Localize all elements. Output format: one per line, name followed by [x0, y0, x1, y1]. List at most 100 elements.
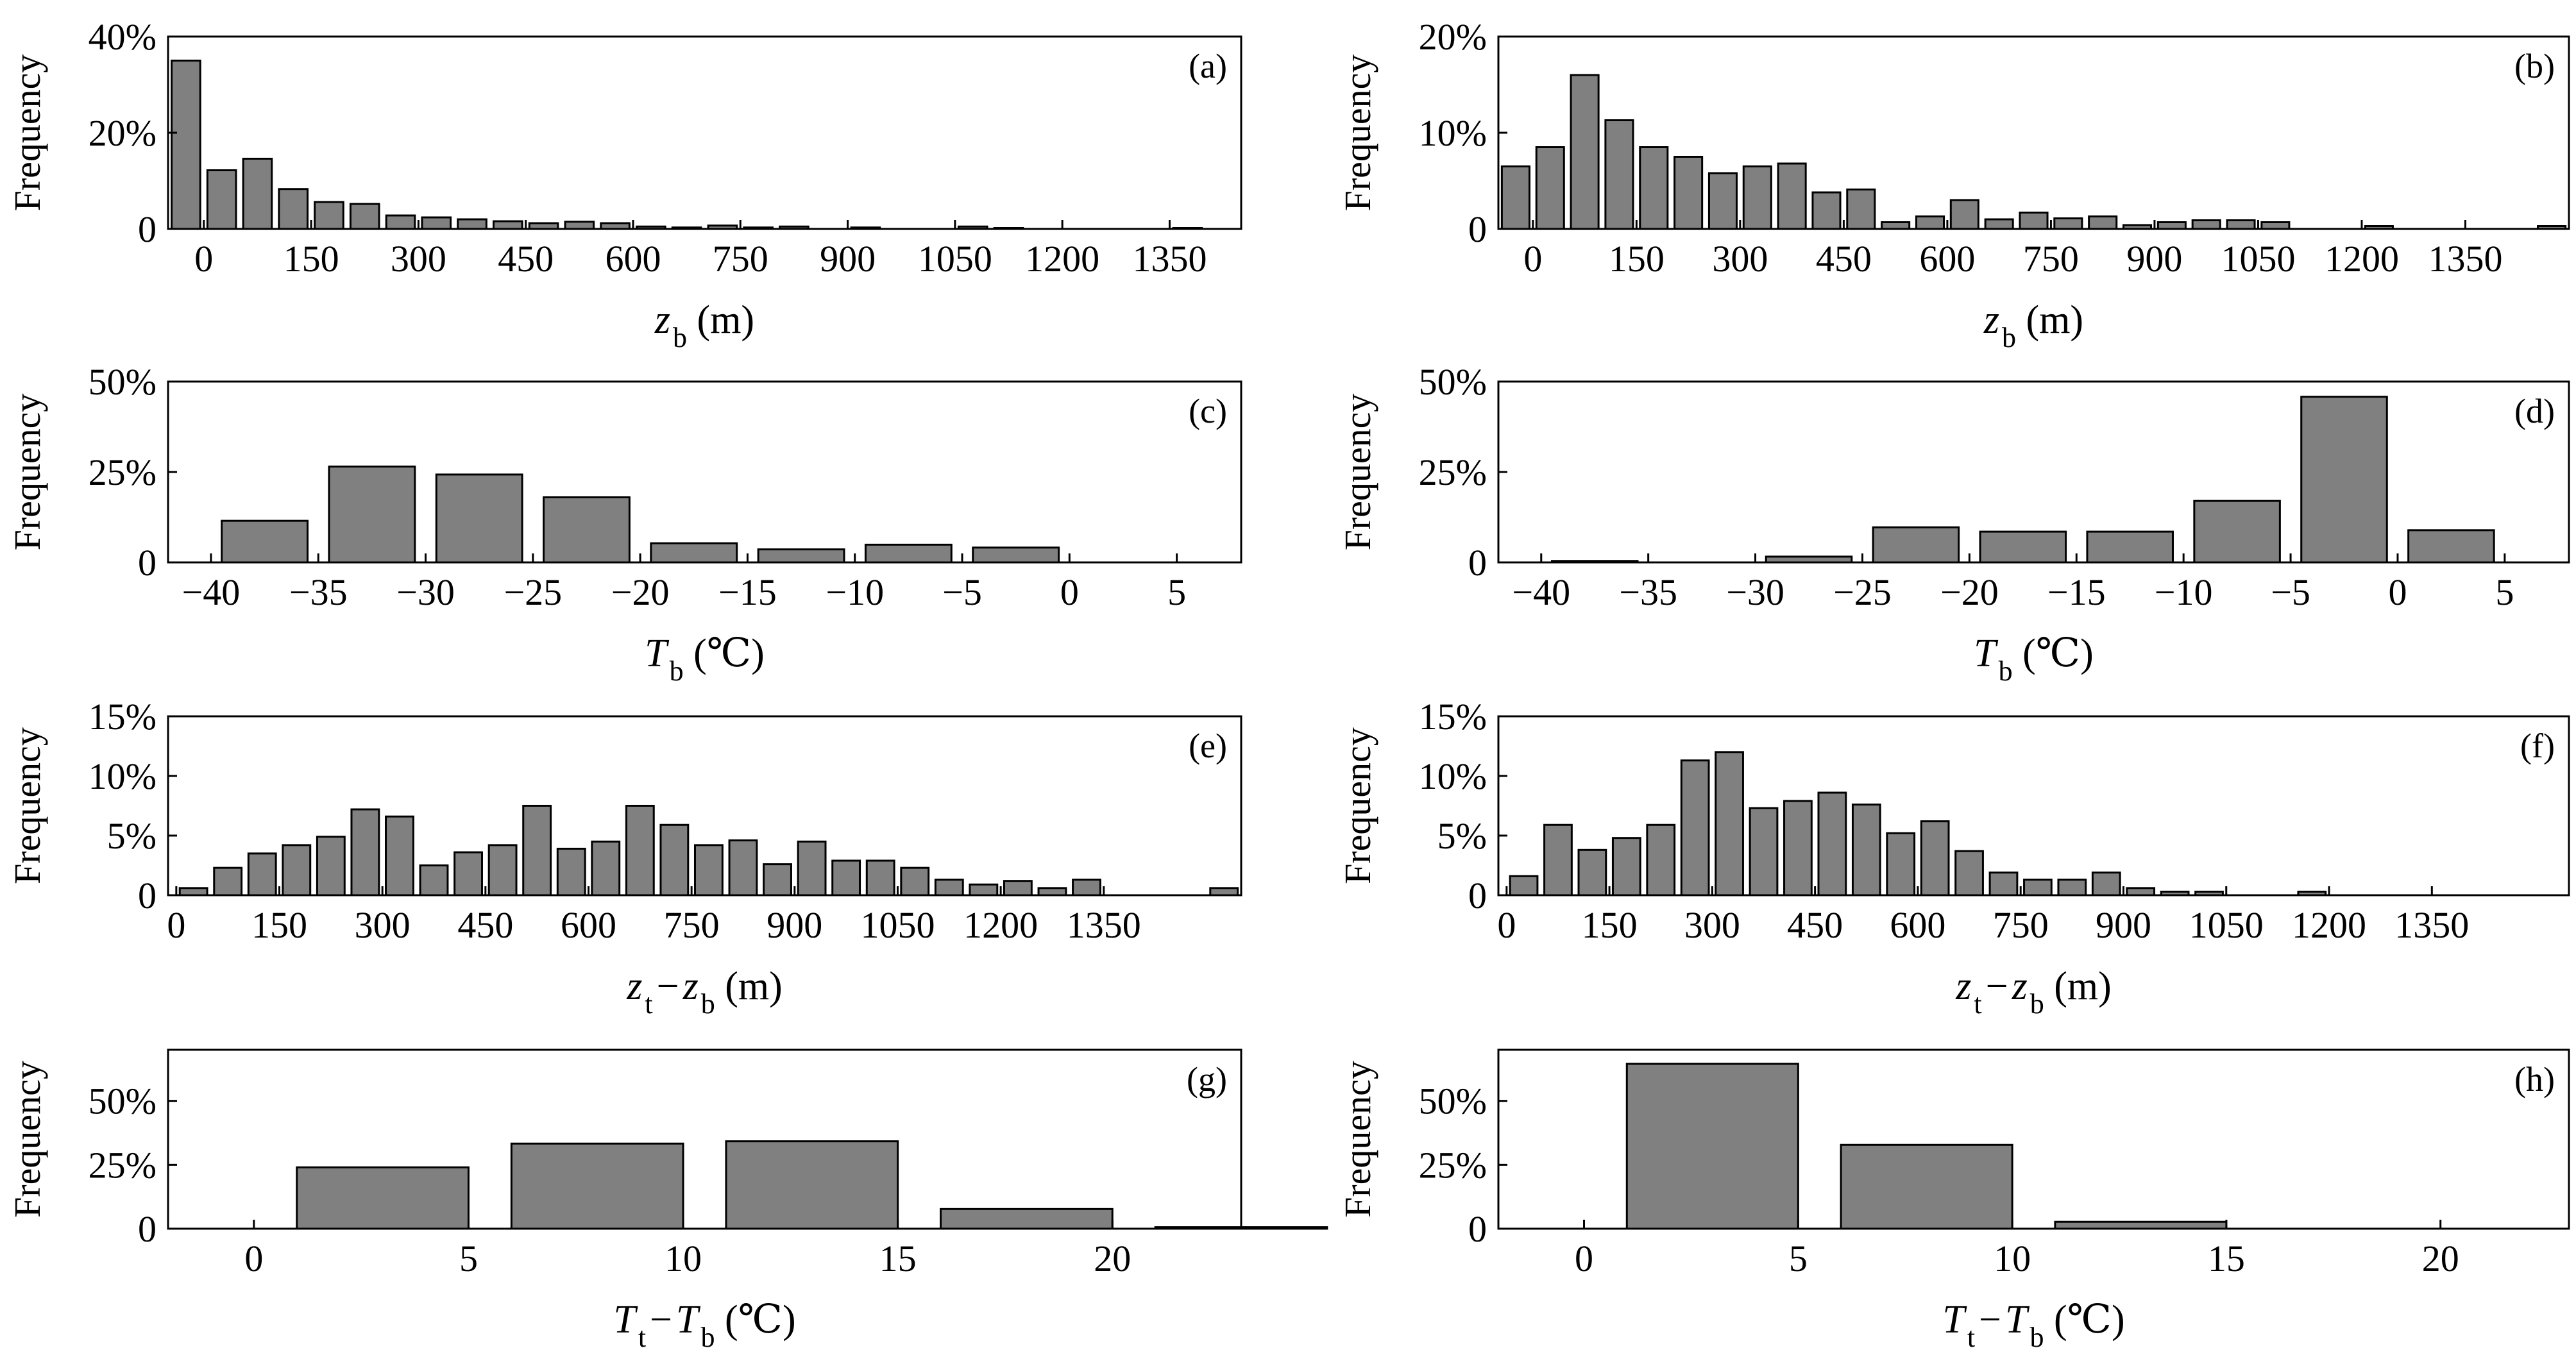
x-tick-label: 0 — [244, 1238, 263, 1279]
x-tick-label: 600 — [605, 238, 661, 280]
histogram-bar — [2191, 219, 2221, 230]
histogram-bar — [178, 887, 208, 897]
x-label-subscript: b — [2030, 1322, 2044, 1353]
x-tick-label: 5 — [459, 1238, 478, 1279]
histogram-bar — [556, 847, 586, 897]
panel-label: (g) — [1187, 1060, 1227, 1099]
histogram-bar — [1543, 823, 1573, 897]
x-tick-label: 5 — [1167, 571, 1186, 613]
histogram-bar — [206, 169, 237, 230]
panel-label: (f) — [2520, 727, 2555, 765]
axes-frame — [1497, 715, 2570, 897]
histogram-bar — [2023, 879, 2053, 897]
x-label-variable: T — [613, 1298, 638, 1342]
y-tick-label: 25% — [1419, 451, 1487, 493]
x-tick-label: 0 — [2388, 571, 2407, 613]
x-tick-label: −25 — [504, 571, 562, 613]
x-axis-label: zt−zb (m) — [626, 964, 783, 1020]
x-tick-label: 0 — [1523, 238, 1542, 280]
histogram-panel: 0 25% 50% −40 −35 −30 −25 −20 −15 −10 −5 0 5 Frequenc… — [1337, 361, 2570, 687]
y-axis-label: Frequency — [6, 394, 48, 551]
histogram-bar — [328, 466, 416, 564]
histogram-bar — [972, 546, 1060, 564]
x-label-subscript: b — [1999, 655, 2013, 687]
x-axis-label: Tt−Tb (℃) — [613, 1298, 795, 1353]
histogram-bar — [1840, 1143, 2013, 1230]
x-label-subscript: t — [1967, 1322, 1975, 1353]
histogram-bar — [1509, 875, 1539, 897]
y-tick-label: 10% — [1419, 112, 1487, 154]
y-tick-label: 50% — [1419, 361, 1487, 403]
x-tick-label: 0 — [1060, 571, 1079, 613]
histogram-bar — [1749, 807, 1779, 897]
histogram-bar — [650, 542, 738, 564]
histogram-bar — [457, 218, 487, 230]
x-label-variable: T — [676, 1298, 701, 1342]
x-tick-label: 0 — [1497, 904, 1516, 946]
x-axis-label: Tb (℃) — [645, 632, 765, 687]
histogram-bar — [213, 866, 243, 897]
x-label-variable: T — [1974, 632, 1999, 675]
x-label-variable: z — [1983, 298, 1999, 342]
x-tick-label: 450 — [1787, 904, 1843, 946]
y-axis-label: Frequency — [1337, 394, 1378, 551]
x-tick-label: 150 — [284, 238, 339, 280]
x-tick-label: −25 — [1833, 571, 1892, 613]
histogram-bar — [1500, 165, 1530, 230]
histogram-bar — [421, 216, 452, 230]
histogram-bar — [659, 823, 690, 897]
axes-frame — [167, 715, 1242, 897]
histogram-bar — [1915, 215, 1945, 230]
x-label-unit: (m) — [2016, 298, 2083, 342]
histogram-bar — [419, 864, 449, 897]
x-tick-label: 900 — [767, 904, 822, 946]
histogram-bar — [694, 844, 724, 897]
x-tick-label: 1350 — [1067, 904, 1141, 946]
y-tick-label: 20% — [1419, 16, 1487, 58]
histogram-bar — [865, 859, 895, 897]
x-tick-label: −20 — [1940, 571, 1999, 613]
histogram-bar — [1872, 526, 1960, 564]
y-axis-label: Frequency — [6, 727, 48, 884]
y-tick-label: 50% — [89, 1081, 157, 1122]
histogram-bar — [864, 543, 953, 564]
histogram-bar — [522, 805, 552, 897]
x-tick-label: 1200 — [1025, 238, 1099, 280]
x-label-unit: (℃) — [684, 632, 765, 675]
histogram-bar — [2157, 221, 2187, 230]
histogram-bar — [1984, 218, 2014, 230]
histogram-bar — [940, 1208, 1114, 1230]
y-axis-label: Frequency — [6, 55, 48, 212]
y-tick-label: 20% — [89, 112, 157, 154]
x-tick-label: 1350 — [1132, 238, 1207, 280]
axes-frame — [167, 1048, 1242, 1230]
x-tick-label: −30 — [1726, 571, 1784, 613]
histogram-bar — [1646, 823, 1676, 897]
histogram-bar — [1003, 880, 1033, 897]
y-axis-label: Frequency — [1337, 1061, 1378, 1218]
panel-label: (b) — [2514, 47, 2555, 85]
x-tick-label: 450 — [498, 238, 554, 280]
y-tick-label: 0 — [138, 875, 157, 916]
x-label-subscript: b — [701, 988, 715, 1020]
histogram-panel: 0 5% 10% 15% 0 150 300 450 600 750 900 1050 1200 1350… — [6, 696, 1242, 1020]
histogram-bar — [221, 519, 309, 564]
histogram-bar — [1209, 887, 1239, 897]
histogram-bar — [1817, 791, 1847, 897]
histogram-bar — [282, 844, 312, 897]
x-tick-label: 300 — [391, 238, 446, 280]
x-axis-label: zb (m) — [654, 298, 754, 353]
x-tick-label: 15 — [2208, 1238, 2245, 1279]
panel-label: (a) — [1189, 47, 1227, 85]
x-tick-label: 750 — [664, 904, 720, 946]
histogram-bar — [2260, 221, 2291, 230]
x-tick-label: −15 — [718, 571, 777, 613]
x-label-subscript: b — [670, 655, 684, 687]
histogram-bar — [934, 879, 964, 897]
panel-label: (h) — [2514, 1060, 2555, 1099]
x-tick-label: 10 — [665, 1238, 702, 1279]
histogram-bar — [247, 852, 277, 897]
histogram-bar — [1886, 832, 1916, 897]
histogram-bar — [1777, 162, 1807, 230]
